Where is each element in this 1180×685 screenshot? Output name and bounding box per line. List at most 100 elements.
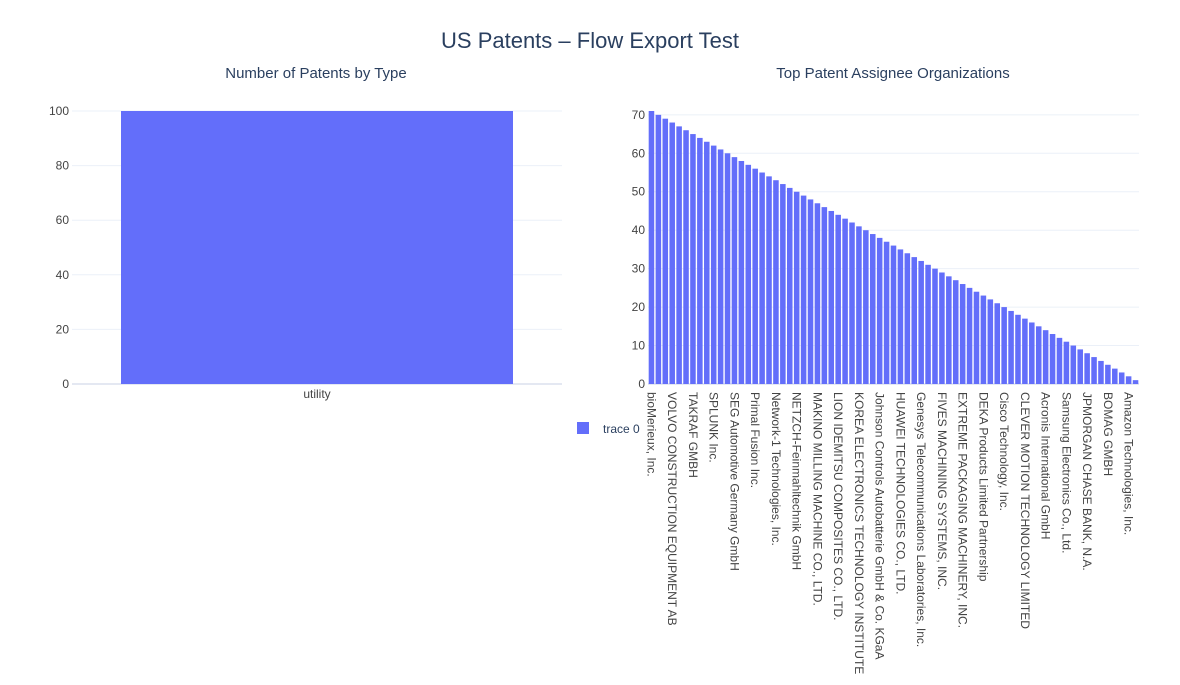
chart-2-bar (1008, 310, 1014, 384)
chart-2-bar (648, 111, 655, 384)
chart-2-bar (669, 122, 675, 384)
chart-2-ytick-label: 10 (632, 339, 646, 353)
chart-2-xtick-label: Amazon Technologies, Inc. (1122, 392, 1136, 535)
chart-1-ytick-label: 60 (56, 213, 70, 227)
page-title: US Patents – Flow Export Test (441, 28, 739, 53)
chart-2-bar (738, 160, 745, 384)
chart-2-xtick-label: JPMORGAN CHASE BANK, N.A. (1080, 392, 1094, 571)
chart-2-bar (1118, 372, 1125, 384)
chart-2-bar (1091, 357, 1097, 384)
chart-2-bar (745, 164, 752, 384)
chart-2-bar (987, 299, 994, 384)
chart-2-xtick-label: Acronis International GmbH (1039, 392, 1053, 539)
chart-2-xtick-label: Network-1 Technologies, Inc. (769, 392, 783, 546)
chart-2-bar (821, 207, 828, 384)
chart-2: 0 10 20 30 40 50 60 70 bioMerieux, Inc. VOLVO CON… (632, 108, 1139, 674)
chart-2-bar (1070, 345, 1077, 384)
legend-swatch (577, 422, 589, 434)
chart-2-bar (856, 226, 862, 384)
chart-2-bar (863, 230, 869, 384)
chart-2-bar (1049, 334, 1056, 384)
chart-2-bar (710, 145, 717, 384)
chart-2-xtick-label: HUAWEI TECHNOLOGIES CO., LTD. (893, 392, 907, 594)
chart-2-bar (683, 130, 689, 384)
chart-2-bar (662, 118, 669, 385)
chart-2-bar (800, 195, 807, 384)
chart-2-bar (897, 249, 904, 384)
chart-2-xtick-label: SEG Automotive Germany GmbH (727, 392, 741, 571)
chart-2-bar (1105, 364, 1111, 384)
chart-2-bar (890, 245, 897, 384)
chart-2-bar (973, 291, 980, 384)
chart-2-bar (849, 222, 855, 384)
chart-2-xtick-label: Johnson Controls Autobatterie GmbH & Co.… (873, 392, 887, 659)
chart-2-bar (966, 287, 973, 384)
chart-2-bar (1098, 360, 1104, 384)
chart-2-bar (731, 157, 738, 384)
chart-2-bar (1015, 314, 1021, 384)
chart-2-bar (1001, 307, 1007, 384)
chart-2-bar (773, 180, 779, 384)
chart-2-xtick-label: Cisco Technology, Inc. (997, 392, 1011, 511)
chart-2-xtick-label: DEKA Products Limited Partnership (976, 392, 990, 582)
chart-2-bar (752, 168, 758, 384)
chart-2-bar (717, 149, 724, 384)
chart-2-bar (952, 280, 959, 384)
chart-2-xtick-label: KOREA ELECTRONICS TECHNOLOGY INSTITUTE (852, 392, 866, 674)
legend[interactable]: trace 0 (577, 422, 640, 436)
chart-2-bar (925, 264, 931, 384)
chart-2-xtick-label: FIVES MACHINING SYSTEMS, INC. (935, 392, 949, 590)
chart-2-bar (980, 295, 987, 384)
chart-2-xtick-label: bioMerieux, Inc. (644, 392, 658, 477)
chart-2-xtick-label: Genesys Telecommunications Laboratories,… (914, 392, 928, 647)
chart-2-bar (814, 203, 821, 384)
chart-2-bar (697, 137, 703, 384)
chart-2-xtick-label: SPLUNK Inc. (707, 392, 721, 463)
chart-2-ytick-label: 70 (632, 108, 646, 122)
chart-2-xtick-label: MAKINO MILLING MACHINE CO., LTD. (810, 392, 824, 606)
chart-2-bar (793, 191, 800, 384)
chart-1-bar (121, 111, 513, 384)
legend-label: trace 0 (603, 422, 640, 436)
chart-2-bar (939, 272, 945, 384)
chart-2-bar (676, 126, 682, 384)
chart-2-bar (904, 253, 911, 384)
chart-2-bar (1022, 318, 1028, 384)
chart-2-bar (869, 234, 876, 384)
chart-2-ytick-label: 60 (632, 146, 646, 160)
chart-1-ytick-label: 80 (56, 159, 70, 173)
chart-2-bar (787, 187, 793, 384)
chart-2-ytick-label: 40 (632, 223, 646, 237)
chart-2-bar (911, 257, 918, 384)
chart-1-title: Number of Patents by Type (225, 65, 407, 82)
chart-2-bar (932, 268, 938, 384)
chart-2-bar (1125, 376, 1132, 384)
chart-2-bar (1132, 380, 1139, 384)
chart-2-bar (1035, 326, 1042, 384)
chart-2-bar (828, 210, 835, 384)
chart-2-bar (876, 237, 883, 384)
chart-2-ytick-label: 20 (632, 300, 646, 314)
chart-2-xtick-label: BOMAG GMBH (1101, 392, 1115, 476)
chart-2-bar (807, 199, 814, 384)
chart-1-ytick-label: 20 (56, 322, 70, 336)
chart-2-bar (918, 260, 924, 384)
chart-2-bar (1112, 368, 1118, 384)
chart-2-bar (959, 284, 966, 384)
chart-2-bar (1077, 349, 1083, 384)
chart-2-bar (780, 184, 786, 384)
chart-1-ytick-label: 40 (56, 268, 70, 282)
chart-2-bar (883, 241, 890, 384)
chart-1-ytick-label: 0 (62, 377, 69, 391)
chart-2-bar (1042, 330, 1049, 384)
chart-2-bar (1063, 341, 1070, 384)
chart-2-bar (704, 141, 710, 384)
chart-2-bar (759, 172, 765, 384)
chart-2-bar (946, 276, 952, 384)
chart-2-bar (655, 114, 662, 385)
chart-2-bar (1056, 337, 1063, 384)
chart-2-xtick-label: Samsung Electronics Co., Ltd. (1059, 392, 1073, 553)
chart-2-xtick-label: CLEVER MOTION TECHNOLOGY LIMITED (1018, 392, 1032, 629)
